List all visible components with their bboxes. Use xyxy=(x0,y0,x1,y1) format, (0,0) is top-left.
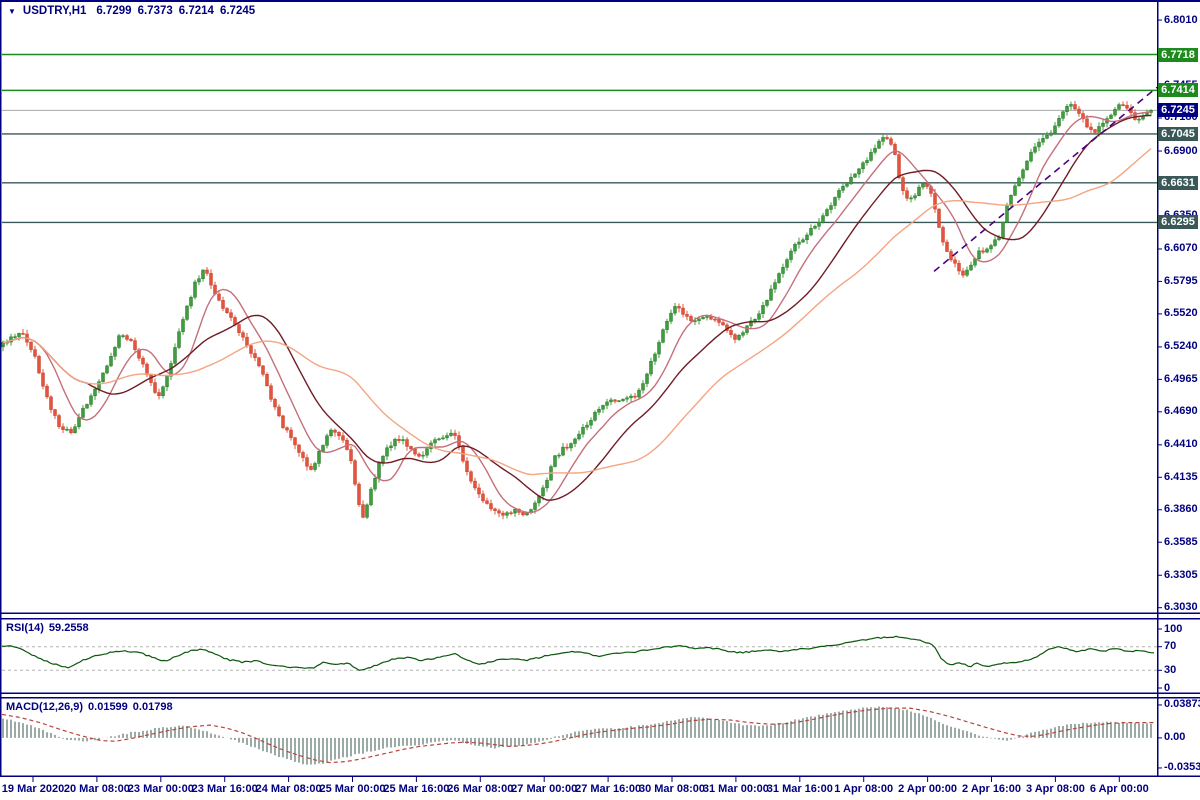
quote-high: 6.7373 xyxy=(137,5,173,17)
rsi-tick-label: 0 xyxy=(1164,681,1171,694)
chart-header: ▼ USDTRY,H1 6.7299 6.7373 6.7214 6.7245 xyxy=(8,5,261,17)
price-tick-label: 6.4410 xyxy=(1164,438,1198,451)
time-tick-label: 20 Mar 08:00 xyxy=(63,783,130,795)
chart-dropdown-icon[interactable]: ▼ xyxy=(8,6,16,16)
level-price-badge: 6.7414 xyxy=(1158,83,1198,98)
time-tick-label: 2 Apr 16:00 xyxy=(962,783,1021,795)
left-border xyxy=(0,0,2,777)
time-tick-label: 26 Mar 08:00 xyxy=(447,783,514,795)
rsi-tick-label: 30 xyxy=(1164,663,1177,676)
time-tick-label: 31 Mar 16:00 xyxy=(766,783,833,795)
level-price-badge: 6.6295 xyxy=(1158,215,1198,230)
panel-border xyxy=(0,0,1200,2)
macd-tick-label: -0.03533 xyxy=(1164,761,1200,774)
macd-signal-value: 0.01798 xyxy=(132,701,173,713)
price-tick-label: 6.3030 xyxy=(1164,601,1198,614)
price-tick-label: 6.5240 xyxy=(1164,340,1198,353)
price-tick-label: 6.4135 xyxy=(1164,470,1198,483)
rsi-tick-label: 70 xyxy=(1164,640,1177,653)
rsi-tick-label: 100 xyxy=(1164,622,1183,635)
macd-name: MACD(12,26,9) xyxy=(6,701,84,713)
time-tick-label: 25 Mar 16:00 xyxy=(383,783,450,795)
macd-signal-line xyxy=(1,707,1154,764)
macd-histogram xyxy=(2,706,1152,765)
price-tick-label: 6.3585 xyxy=(1164,535,1198,548)
panel-border xyxy=(0,618,1200,620)
panel-border xyxy=(0,775,1200,777)
macd-main-value: 0.01599 xyxy=(88,701,128,713)
level-price-badge: 6.7045 xyxy=(1158,126,1198,141)
candles xyxy=(1,100,1153,520)
price-tick-label: 6.3860 xyxy=(1164,503,1198,516)
price-tick-label: 6.4965 xyxy=(1164,372,1198,385)
time-tick-label: 2 Apr 00:00 xyxy=(898,783,958,795)
time-tick-label: 6 Apr 00:00 xyxy=(1089,783,1149,795)
time-tick-label: 1 Apr 08:00 xyxy=(834,783,894,795)
price-tick-label: 6.5520 xyxy=(1164,307,1198,320)
axis-separator xyxy=(1157,0,1159,777)
quote-open: 6.7299 xyxy=(96,5,132,17)
price-tick-label: 6.7180 xyxy=(1164,111,1198,124)
moving-average-line-2[interactable] xyxy=(2,114,1152,501)
time-tick-label: 27 Mar 00:00 xyxy=(511,783,578,795)
price-tick-label: 6.6900 xyxy=(1164,144,1198,157)
moving-average-line-3[interactable] xyxy=(2,148,1152,476)
panel-border xyxy=(0,612,1200,614)
panel-border xyxy=(0,692,1200,694)
panel-border xyxy=(0,697,1200,699)
price-tick-label: 6.3305 xyxy=(1164,568,1198,581)
level-price-badge: 6.6631 xyxy=(1158,175,1198,190)
rsi-name: RSI(14) xyxy=(6,622,44,634)
rsi-line xyxy=(1,635,1155,671)
quote-low: 6.7214 xyxy=(178,5,214,17)
macd-tick-label: 0.00 xyxy=(1164,731,1186,744)
current-price-badge: 6.7245 xyxy=(1158,103,1198,118)
time-tick-label: 25 Mar 00:00 xyxy=(319,783,386,795)
time-tick-label: 3 Apr 08:00 xyxy=(1025,783,1085,795)
level-price-badge: 6.7718 xyxy=(1158,47,1198,62)
rsi-value: 59.2558 xyxy=(48,622,89,634)
macd-indicator-label: MACD(12,26,9) 0.01599 0.01798 xyxy=(6,701,178,713)
rsi-indicator-label: RSI(14) 59.2558 xyxy=(6,622,94,634)
moving-average-line-1[interactable] xyxy=(2,111,1152,514)
price-tick-label: 6.8010 xyxy=(1164,13,1198,26)
symbol-timeframe-label: USDTRY,H1 xyxy=(22,5,87,17)
trendline[interactable] xyxy=(933,86,1158,273)
time-tick-label: 19 Mar 2020 xyxy=(1,783,65,795)
price-tick-label: 6.6070 xyxy=(1164,242,1198,255)
time-tick-label: 24 Mar 08:00 xyxy=(255,783,322,795)
time-tick-label: 31 Mar 00:00 xyxy=(702,783,769,795)
price-tick-label: 6.4690 xyxy=(1164,405,1198,418)
quote-close: 6.7245 xyxy=(219,5,256,17)
macd-tick-label: 0.03873 xyxy=(1164,698,1200,711)
price-tick-label: 6.5795 xyxy=(1164,274,1198,287)
time-tick-label: 30 Mar 08:00 xyxy=(638,783,706,795)
time-tick-label: 27 Mar 16:00 xyxy=(575,783,642,795)
time-tick-label: 23 Mar 00:00 xyxy=(127,783,194,795)
time-tick-label: 23 Mar 16:00 xyxy=(191,783,258,795)
